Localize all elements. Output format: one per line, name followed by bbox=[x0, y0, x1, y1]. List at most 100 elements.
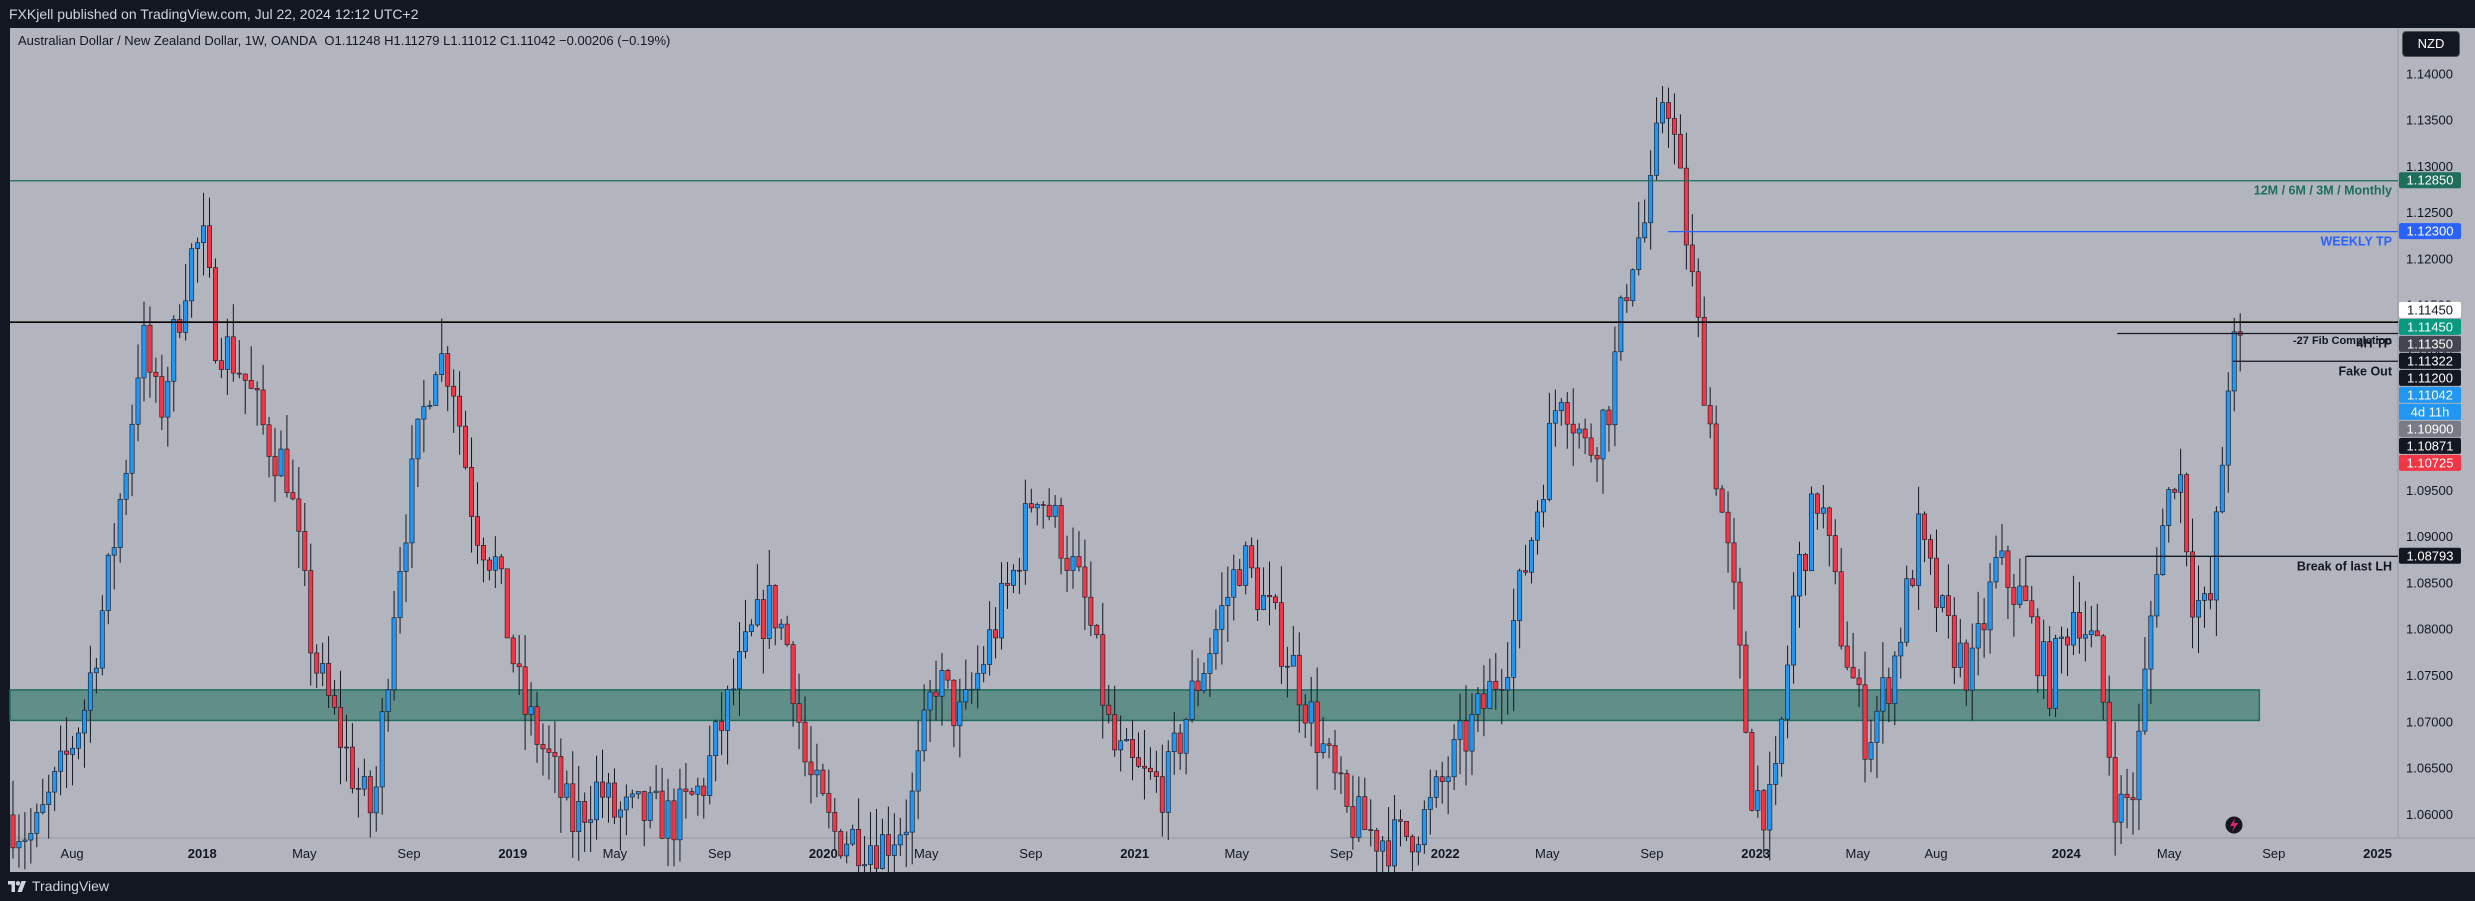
candle bbox=[1517, 568, 1523, 649]
candle bbox=[2041, 619, 2047, 700]
price-tag[interactable]: 1.11450 bbox=[2399, 301, 2461, 318]
price-tag[interactable]: 1.10900 bbox=[2399, 420, 2461, 437]
candle bbox=[1106, 684, 1112, 724]
candle bbox=[1981, 598, 1987, 658]
candle bbox=[1910, 569, 1916, 588]
candle bbox=[141, 301, 147, 402]
candle bbox=[1302, 694, 1308, 739]
candle bbox=[1445, 756, 1451, 815]
candle bbox=[1100, 602, 1106, 739]
candle bbox=[248, 346, 254, 390]
price-tag[interactable]: 1.10871 bbox=[2399, 437, 2461, 454]
candle bbox=[111, 523, 117, 590]
candle bbox=[236, 340, 242, 379]
candle bbox=[1010, 564, 1016, 594]
price-tag[interactable]: 1.11042 4d 11h bbox=[2399, 386, 2461, 420]
price-tag[interactable]: 1.11350 bbox=[2399, 335, 2461, 352]
candle bbox=[367, 770, 373, 838]
candle bbox=[2106, 675, 2112, 776]
candle bbox=[802, 696, 808, 777]
candle bbox=[486, 557, 492, 581]
candle bbox=[52, 766, 58, 812]
candle bbox=[838, 828, 844, 859]
candle bbox=[2017, 558, 2023, 609]
support-zone[interactable] bbox=[9, 689, 2261, 722]
x-tick-label: Sep bbox=[1640, 846, 1663, 861]
candle bbox=[1350, 775, 1356, 850]
svg-text:1.10725: 1.10725 bbox=[2407, 455, 2454, 470]
candle bbox=[2035, 608, 2041, 693]
candle bbox=[748, 619, 754, 637]
candle bbox=[1546, 392, 1552, 502]
candle bbox=[832, 798, 838, 850]
y-tick-label: 1.06000 bbox=[2406, 807, 2453, 822]
candle bbox=[1308, 676, 1314, 747]
price-tag[interactable]: 1.11322 bbox=[2399, 352, 2461, 369]
candle bbox=[2136, 703, 2142, 831]
price-tag[interactable]: 1.11450 bbox=[2399, 318, 2461, 335]
candle bbox=[1844, 621, 1850, 671]
candle bbox=[552, 721, 558, 794]
candle bbox=[1624, 284, 1630, 313]
y-tick-label: 1.12000 bbox=[2406, 251, 2453, 266]
candle bbox=[189, 243, 195, 318]
candle bbox=[2011, 574, 2017, 637]
candle bbox=[224, 318, 230, 395]
candle bbox=[594, 755, 600, 840]
candle bbox=[766, 549, 772, 649]
price-tag[interactable]: 1.11200 bbox=[2399, 369, 2461, 386]
y-tick-label: 1.09500 bbox=[2406, 483, 2453, 498]
price-tag[interactable]: 1.12850 bbox=[2399, 172, 2461, 189]
price-tag[interactable]: 1.10725 bbox=[2399, 454, 2461, 471]
candle bbox=[2160, 508, 2166, 576]
svg-text:1.10900: 1.10900 bbox=[2407, 421, 2454, 436]
candle bbox=[1642, 199, 1648, 243]
candle bbox=[826, 769, 832, 829]
candle bbox=[933, 660, 939, 721]
x-tick-label: Sep bbox=[1330, 846, 1353, 861]
candle bbox=[296, 467, 302, 569]
candle bbox=[606, 772, 611, 823]
price-tag[interactable]: 1.08793 bbox=[2399, 547, 2461, 564]
candle bbox=[1475, 687, 1481, 733]
candle bbox=[1344, 769, 1350, 813]
price-chart[interactable]: 12M / 6M / 3M / Monthly WEEKLY TP 4H TP Fak… bbox=[0, 28, 2475, 872]
candle bbox=[808, 726, 814, 804]
candle bbox=[957, 678, 963, 758]
x-tick-label: 2021 bbox=[1120, 846, 1149, 861]
candle bbox=[921, 684, 927, 762]
candle bbox=[1868, 719, 1874, 773]
x-tick-label: May bbox=[914, 846, 939, 861]
candle bbox=[1481, 665, 1487, 737]
price-tag[interactable]: 1.12300 bbox=[2399, 223, 2461, 240]
y-tick-label: 1.06500 bbox=[2406, 761, 2453, 776]
candle bbox=[1558, 398, 1564, 426]
currency-button[interactable]: NZD bbox=[2402, 31, 2460, 57]
candle bbox=[1832, 519, 1838, 585]
candle bbox=[1070, 527, 1076, 589]
candle bbox=[582, 792, 588, 853]
x-tick-label: 2020 bbox=[809, 846, 838, 861]
candle bbox=[909, 772, 915, 865]
candle bbox=[612, 768, 617, 825]
countdown-label: 4d 11h bbox=[2411, 404, 2450, 419]
level-label: 12M / 6M / 3M / Monthly bbox=[2254, 184, 2392, 198]
candle bbox=[28, 808, 34, 864]
candle bbox=[1427, 769, 1433, 835]
brand-name: TradingView bbox=[32, 878, 110, 894]
x-tick-label: May bbox=[292, 846, 317, 861]
candle bbox=[820, 763, 826, 796]
candle bbox=[58, 725, 64, 796]
candle bbox=[129, 404, 135, 496]
candle bbox=[22, 812, 28, 870]
candle bbox=[105, 553, 111, 625]
candle bbox=[445, 346, 451, 412]
candle bbox=[2112, 721, 2118, 856]
tradingview-logo[interactable]: TradingView bbox=[8, 872, 109, 901]
candle bbox=[1332, 729, 1338, 791]
candle bbox=[772, 584, 778, 646]
candle bbox=[1701, 296, 1707, 406]
tradingview-icon bbox=[8, 881, 26, 892]
candle bbox=[1469, 693, 1475, 776]
candle bbox=[218, 337, 224, 379]
